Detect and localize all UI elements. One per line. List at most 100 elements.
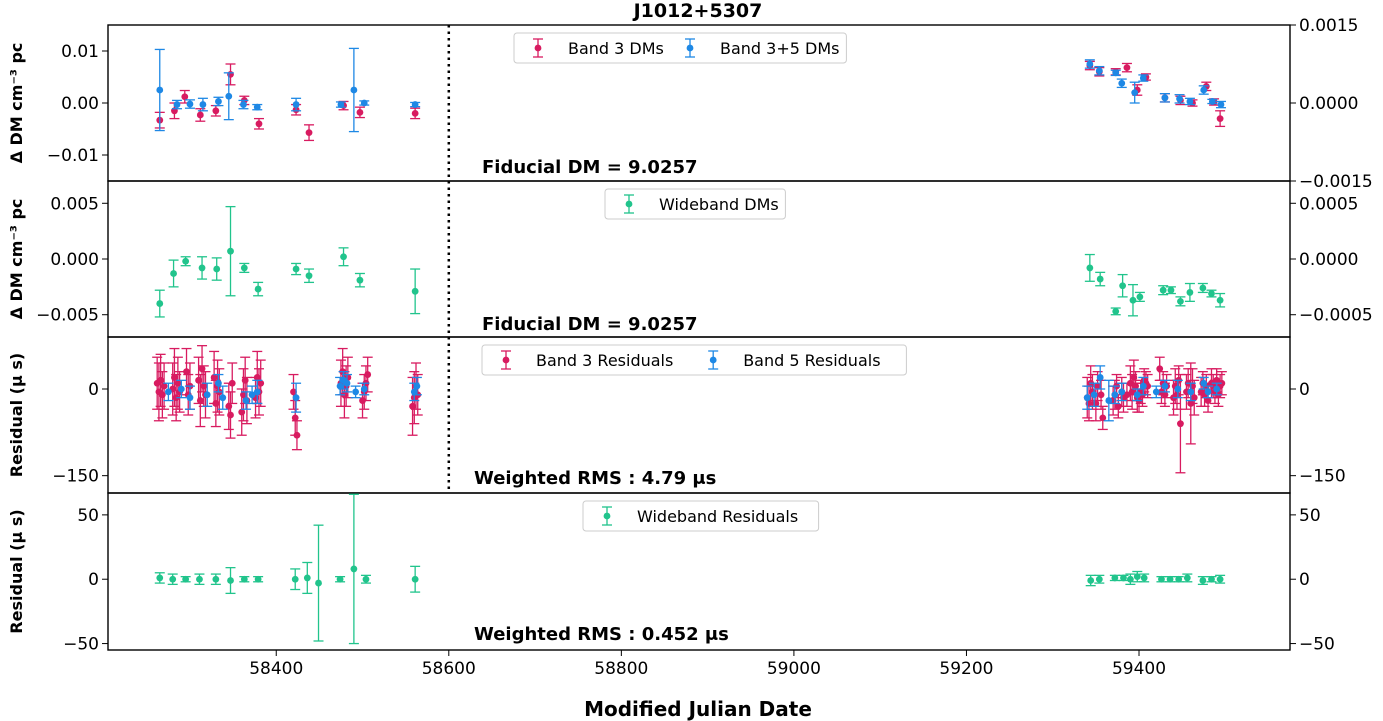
- data-point: [1189, 379, 1200, 416]
- legend-label: Band 5 Residuals: [743, 351, 880, 370]
- data-point: [1117, 273, 1128, 298]
- legend: Wideband Residuals: [582, 500, 820, 532]
- data-marker: [413, 382, 421, 390]
- data-marker: [198, 264, 206, 272]
- data-marker: [227, 247, 234, 255]
- data-marker: [364, 371, 372, 378]
- data-marker: [1105, 397, 1113, 404]
- data-point: [180, 575, 191, 583]
- data-marker: [411, 287, 419, 295]
- x-tick-label: 58600: [422, 659, 476, 679]
- data-point: [291, 97, 302, 112]
- data-point: [1197, 282, 1208, 294]
- data-point: [1215, 574, 1226, 584]
- data-marker: [182, 575, 190, 583]
- data-point: [291, 420, 302, 451]
- panel-dm-wideband: Fiducial DM = 9.0257 0.005 0.000 −0.005 0.0…: [7, 180, 1373, 338]
- data-marker: [411, 575, 419, 583]
- data-marker: [227, 411, 234, 419]
- data-point: [1109, 574, 1120, 582]
- data-point: [341, 373, 352, 393]
- data-marker: [1177, 420, 1184, 428]
- data-marker: [1216, 575, 1224, 583]
- data-point: [1110, 69, 1121, 77]
- data-point: [350, 385, 361, 399]
- data-point: [195, 373, 206, 428]
- data-point: [1116, 382, 1127, 402]
- data-marker: [352, 388, 360, 396]
- data-point: [1129, 81, 1140, 104]
- data-point: [1211, 382, 1222, 396]
- data-point: [1174, 94, 1185, 104]
- y-tick-label: −0.01: [47, 146, 99, 166]
- data-point: [176, 379, 187, 399]
- data-marker: [1199, 577, 1207, 584]
- right-y-tick-label: 0.0000: [1299, 250, 1358, 270]
- data-marker: [255, 120, 263, 128]
- data-marker: [186, 100, 194, 108]
- data-marker: [240, 264, 248, 272]
- data-marker: [1097, 391, 1105, 399]
- data-marker: [196, 111, 204, 119]
- panel-residuals-wideband: Weighted RMS : 0.452 μs 50 0 −50 50 0 −50 5840…: [7, 492, 1335, 679]
- data-point: [410, 565, 421, 593]
- data-point: [348, 47, 359, 133]
- data-marker: [360, 99, 368, 107]
- data-point: [354, 106, 365, 119]
- data-point: [1207, 98, 1218, 105]
- data-marker: [1176, 95, 1183, 103]
- data-point: [255, 359, 266, 407]
- data-marker: [305, 272, 313, 280]
- data-marker: [336, 382, 344, 390]
- data-marker: [1087, 577, 1095, 584]
- data-point: [1198, 376, 1209, 390]
- data-marker: [315, 579, 322, 587]
- axes-frame: [107, 492, 1291, 651]
- data-marker: [228, 379, 236, 387]
- data-point: [338, 247, 349, 267]
- data-marker: [1208, 575, 1215, 583]
- data-marker: [164, 388, 172, 396]
- data-point: [253, 575, 264, 583]
- data-marker: [1118, 388, 1126, 396]
- data-marker: [1123, 64, 1131, 72]
- data-point: [302, 561, 313, 595]
- data-marker: [362, 575, 370, 583]
- y-tick-label: −50: [63, 635, 99, 655]
- data-point: [1184, 97, 1195, 106]
- data-marker: [160, 382, 168, 390]
- data-marker: [1213, 376, 1221, 384]
- data-marker: [253, 103, 261, 111]
- data-marker: [1167, 286, 1175, 294]
- y-tick-label: 0.01: [61, 42, 99, 62]
- data-marker: [248, 391, 256, 399]
- data-marker: [1111, 574, 1119, 582]
- annotation-fiducial-dm-1: Fiducial DM = 9.0257: [482, 157, 698, 178]
- data-point: [1185, 382, 1196, 402]
- data-point: [1158, 285, 1169, 296]
- data-point: [239, 575, 250, 583]
- data-point: [195, 108, 206, 122]
- data-marker: [1118, 79, 1126, 87]
- legend-label: Band 3+5 DMs: [720, 39, 839, 58]
- data-point: [225, 205, 236, 297]
- data-marker: [158, 391, 166, 399]
- data-marker: [1112, 307, 1120, 315]
- data-marker: [196, 575, 203, 583]
- data-marker: [213, 265, 221, 273]
- data-marker: [290, 388, 297, 396]
- data-point: [1159, 92, 1170, 103]
- data-marker: [169, 575, 177, 583]
- legend-marker: [686, 44, 694, 52]
- data-marker: [360, 385, 368, 393]
- data-point: [253, 117, 264, 130]
- panel-residuals-narrowband: Weighted RMS : 4.79 μs 0 −150 0 −150 Residua…: [7, 336, 1346, 494]
- data-point: [227, 362, 238, 405]
- legend-label: Band 3 Residuals: [536, 351, 673, 370]
- data-marker: [291, 575, 299, 583]
- data-marker: [1129, 296, 1137, 304]
- right-y-tick-label: −0.0015: [1299, 172, 1373, 192]
- annotation-fiducial-dm-2: Fiducial DM = 9.0257: [482, 314, 698, 335]
- data-point: [1139, 573, 1150, 583]
- legend-marker: [625, 200, 633, 208]
